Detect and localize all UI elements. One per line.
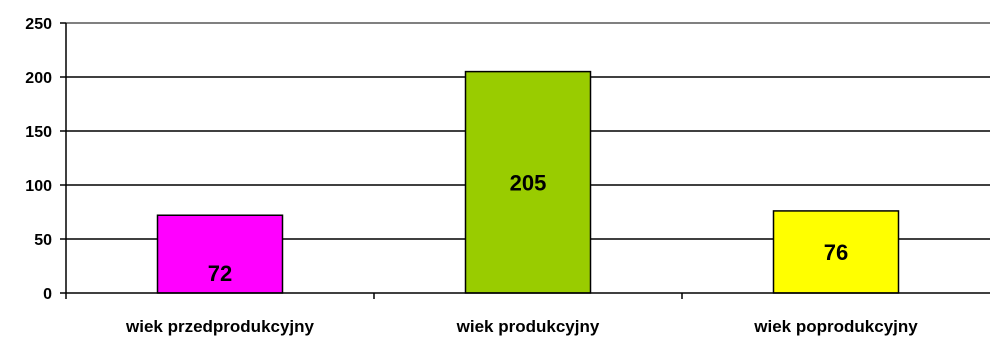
y-tick-label: 100 [25,178,52,195]
y-tick-label: 250 [25,16,52,33]
x-category-label: wiek przedprodukcyjny [125,317,315,336]
x-axis-labels: wiek przedprodukcyjny wiek produkcyjny wie… [125,317,918,336]
y-tick-label: 0 [43,286,52,303]
bar [772,210,900,294]
data-labels: 72 205 76 [208,170,848,286]
y-axis-ticks: 0 50 100 150 200 250 [25,16,66,303]
axes [65,23,990,299]
data-label: 205 [510,170,547,195]
x-category-label: wiek poprodukcyjny [753,317,918,336]
data-label: 72 [208,261,232,286]
y-tick-label: 150 [25,124,52,141]
x-category-label: wiek produkcyjny [456,317,600,336]
y-tick-label: 200 [25,70,52,87]
y-tick-label: 50 [34,232,52,249]
bars [156,70,900,294]
data-label: 76 [824,240,848,265]
bar [156,214,284,294]
